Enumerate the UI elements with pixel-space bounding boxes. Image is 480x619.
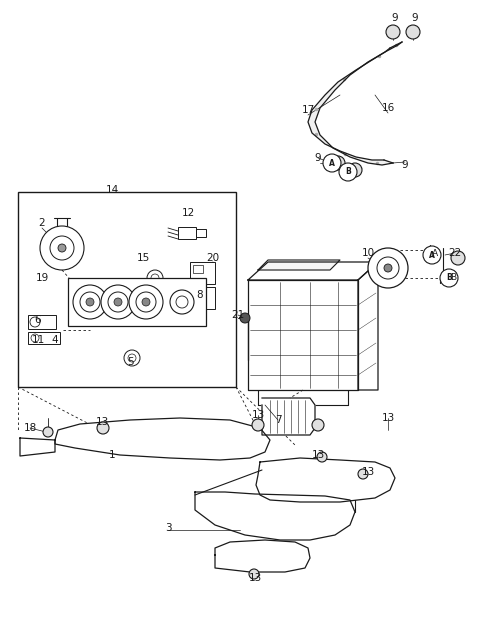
Circle shape [440, 269, 458, 287]
Text: 13: 13 [382, 413, 395, 423]
Circle shape [80, 292, 100, 312]
Text: 2: 2 [39, 218, 45, 228]
Polygon shape [262, 398, 315, 435]
Polygon shape [248, 280, 358, 390]
Circle shape [170, 290, 194, 314]
Text: 9: 9 [412, 13, 418, 23]
Polygon shape [256, 458, 395, 502]
Bar [28, 332, 60, 344]
Text: 21: 21 [231, 310, 245, 320]
Text: 13: 13 [248, 573, 262, 583]
Circle shape [73, 285, 107, 319]
Text: B: B [345, 168, 351, 176]
Bar [190, 287, 215, 309]
Circle shape [252, 419, 264, 431]
Circle shape [30, 317, 40, 327]
Text: 13: 13 [361, 467, 374, 477]
Circle shape [97, 422, 109, 434]
Text: 13: 13 [96, 417, 108, 427]
Text: 9: 9 [315, 153, 321, 163]
Bar [68, 278, 206, 326]
Circle shape [323, 154, 341, 172]
Text: 9: 9 [392, 13, 398, 23]
Bar [28, 315, 56, 329]
Circle shape [312, 419, 324, 431]
Circle shape [386, 25, 400, 39]
Circle shape [136, 292, 156, 312]
Bar [190, 262, 215, 284]
Bar [18, 192, 236, 387]
Circle shape [368, 248, 408, 288]
Text: B: B [450, 274, 456, 282]
Text: 11: 11 [31, 335, 45, 345]
Circle shape [101, 285, 135, 319]
Circle shape [423, 246, 441, 264]
Circle shape [58, 244, 66, 252]
Text: 13: 13 [252, 410, 264, 420]
Circle shape [451, 251, 465, 265]
Circle shape [317, 452, 327, 462]
Text: 7: 7 [275, 415, 281, 425]
Circle shape [406, 25, 420, 39]
Circle shape [358, 469, 368, 479]
Circle shape [384, 264, 392, 272]
Circle shape [176, 296, 188, 308]
Circle shape [114, 298, 122, 306]
Text: 4: 4 [52, 335, 58, 345]
Polygon shape [248, 262, 378, 280]
Text: 5: 5 [127, 357, 133, 367]
Text: 1: 1 [108, 450, 115, 460]
Text: 12: 12 [181, 208, 194, 218]
Circle shape [128, 354, 136, 362]
Polygon shape [195, 492, 355, 540]
Text: 18: 18 [24, 423, 36, 433]
Bar [193, 265, 203, 273]
Text: 6: 6 [35, 315, 41, 325]
Text: 3: 3 [165, 523, 171, 533]
Text: 17: 17 [301, 105, 314, 115]
Circle shape [151, 274, 159, 282]
Text: A: A [432, 248, 438, 258]
Circle shape [129, 285, 163, 319]
Circle shape [124, 350, 140, 366]
Text: 20: 20 [206, 253, 219, 263]
Circle shape [348, 163, 362, 177]
Text: A: A [429, 251, 435, 259]
Circle shape [142, 298, 150, 306]
Bar [193, 290, 203, 298]
Bar [196, 229, 206, 237]
Text: 15: 15 [136, 253, 150, 263]
Circle shape [31, 334, 39, 342]
Polygon shape [308, 42, 402, 165]
Text: 8: 8 [197, 290, 204, 300]
Text: 9: 9 [402, 160, 408, 170]
Circle shape [240, 313, 250, 323]
Bar [178, 227, 196, 239]
Text: 22: 22 [448, 248, 462, 258]
Polygon shape [358, 262, 378, 390]
Circle shape [339, 163, 357, 181]
Text: 10: 10 [361, 248, 374, 258]
Circle shape [147, 270, 163, 286]
Polygon shape [258, 260, 340, 270]
Circle shape [249, 569, 259, 579]
Polygon shape [55, 418, 270, 460]
Circle shape [377, 257, 399, 279]
Text: B: B [446, 274, 452, 282]
Circle shape [43, 427, 53, 437]
Text: 14: 14 [106, 185, 119, 195]
Polygon shape [20, 438, 55, 456]
Circle shape [50, 236, 74, 260]
Polygon shape [215, 540, 310, 572]
Text: 16: 16 [382, 103, 395, 113]
Circle shape [108, 292, 128, 312]
Text: A: A [329, 158, 335, 168]
Text: 13: 13 [312, 450, 324, 460]
Circle shape [331, 156, 345, 170]
Circle shape [86, 298, 94, 306]
Text: 19: 19 [36, 273, 48, 283]
Circle shape [40, 226, 84, 270]
